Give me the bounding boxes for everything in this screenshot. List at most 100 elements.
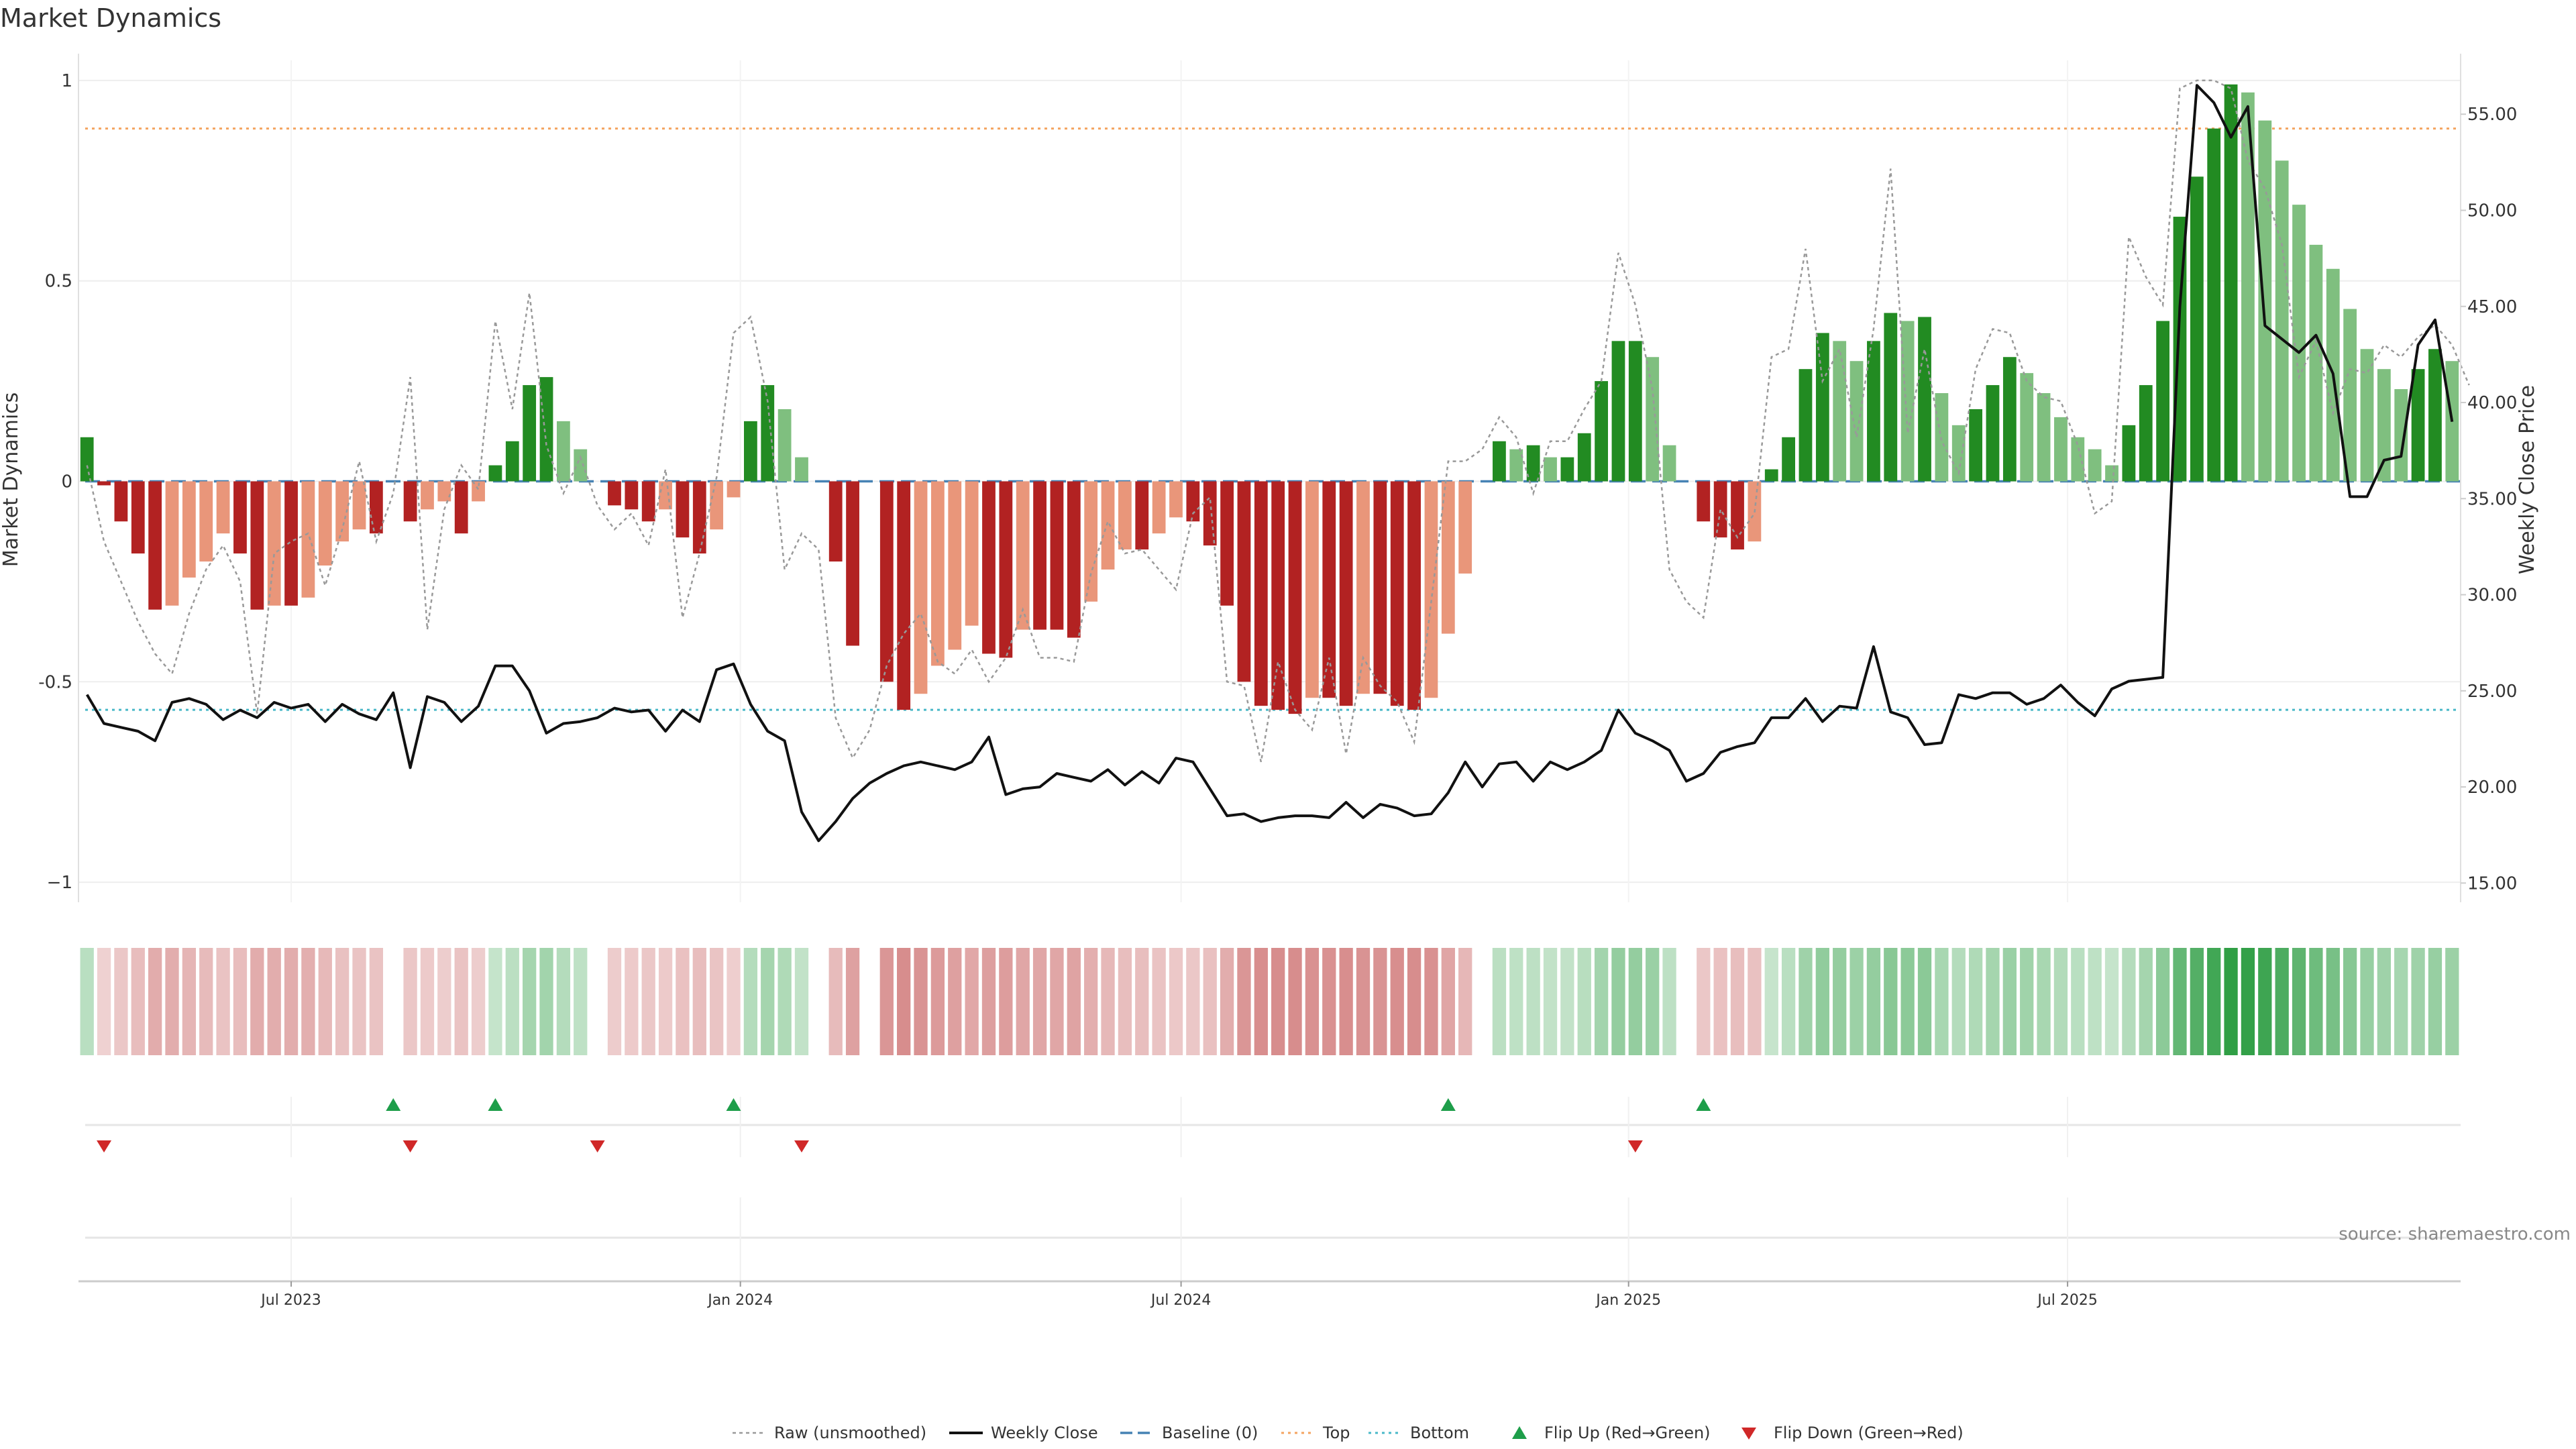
market-dynamics-bar [2105,465,2118,482]
heat-cell [1713,948,1727,1055]
legend-item: Flip Down (Green→Red) [1741,1424,1964,1442]
market-dynamics-bar [574,449,588,482]
heat-cell [1594,948,1609,1055]
market-dynamics-bar [1526,445,1540,482]
market-dynamics-bar [1731,481,1744,550]
market-dynamics-bar [965,481,979,626]
heat-cell [1373,948,1387,1055]
date-tick-label: Jul 2024 [1150,1292,1212,1309]
heat-cell [301,948,315,1055]
market-dynamics-bar [523,385,537,482]
market-dynamics-bar [114,481,128,522]
heat-cell [1135,948,1149,1055]
market-dynamics-bar [1050,481,1064,630]
heat-cell [981,948,996,1055]
market-dynamics-bar [897,481,911,710]
date-tick-label: Jul 2025 [2036,1292,2098,1309]
heat-cell [1646,948,1660,1055]
heat-cell [2428,948,2443,1055]
flip-down-marker [402,1140,418,1152]
heat-cell [539,948,553,1055]
weekly-close-series [85,84,2454,843]
heat-cell [1016,948,1030,1055]
market-dynamics-bar [1611,341,1625,482]
market-dynamics-bar [1969,409,1983,482]
market-dynamics-bar [2394,389,2408,482]
chart-title: Market Dynamics [0,3,221,33]
market-dynamics-bar [1986,385,2000,482]
heat-cell [1526,948,1540,1055]
market-dynamics-bar [199,481,213,562]
market-dynamics-bar [1033,481,1046,630]
market-dynamics-bar [999,481,1013,658]
heat-cell [2088,948,2102,1055]
market-dynamics-bar [1305,481,1319,698]
heat-cell [1935,948,1949,1055]
market-dynamics-bar [2002,357,2017,482]
flip-down-marker [794,1140,809,1152]
market-dynamics-bar [1646,357,1660,482]
market-dynamics-bar [743,421,757,482]
heat-cell [1237,948,1251,1055]
market-dynamics-bar [608,481,621,506]
heat-cell [1764,948,1778,1055]
heat-cell [1799,948,1813,1055]
heat-cell [1458,948,1472,1055]
market-dynamics-bar [97,481,111,486]
heat-cell [2360,948,2374,1055]
market-dynamics-bar [1833,341,1847,482]
market-dynamics-bar [1764,469,1778,482]
market-dynamics-bar [2088,449,2102,482]
market-dynamics-bar [1849,361,1864,482]
market-dynamics-bar [556,421,570,482]
legend-item: Flip Up (Red→Green) [1512,1424,1711,1442]
heat-cell [352,948,366,1055]
heat-cell [727,948,741,1055]
heat-cell [1152,948,1166,1055]
market-dynamics-bar [1288,481,1302,714]
market-dynamics-bar [846,481,859,646]
heat-cell [2002,948,2017,1055]
heat-cell [1611,948,1625,1055]
heat-cell [1050,948,1064,1055]
flip-up-marker [726,1098,741,1111]
heat-cell [131,948,145,1055]
market-dynamics-bar [2309,244,2323,482]
heat-cell [1577,948,1591,1055]
heat-cell [1917,948,1932,1055]
market-dynamics-bar [454,481,468,534]
market-dynamics-bar [2020,373,2034,482]
heat-cell [845,948,860,1055]
heat-cell [897,948,911,1055]
heat-cell [2241,948,2255,1055]
heat-cell [437,948,451,1055]
heat-cell [1101,948,1115,1055]
market-dynamics-bar [1918,317,1931,482]
heat-cell [80,948,94,1055]
heat-cell [625,948,639,1055]
heat-cell [879,948,894,1055]
heat-cell [2309,948,2323,1055]
market-dynamics-bar [2071,437,2085,482]
market-dynamics-bar [284,481,298,606]
market-dynamics-bar [1493,441,1506,482]
market-dynamics-bar [1084,481,1098,602]
heat-cell [743,948,758,1055]
market-dynamics-bar [1560,457,1574,482]
market-dynamics-bar [659,481,672,510]
heat-cell [2020,948,2034,1055]
heat-cell [930,948,945,1055]
legend-label: Baseline (0) [1162,1424,1258,1442]
heat-cell [1322,948,1336,1055]
flip-down-marker [97,1140,112,1152]
left-tick-label: 0 [61,472,72,492]
heat-cell [2037,948,2051,1055]
right-tick-label: 55.00 [2467,105,2517,125]
market-dynamics-bar [472,481,485,502]
flip-down-marker [590,1140,605,1152]
market-dynamics-bar [539,377,553,482]
market-dynamics-bar [2224,84,2238,482]
heat-cell [216,948,230,1055]
market-dynamics-bar [1815,333,1829,482]
